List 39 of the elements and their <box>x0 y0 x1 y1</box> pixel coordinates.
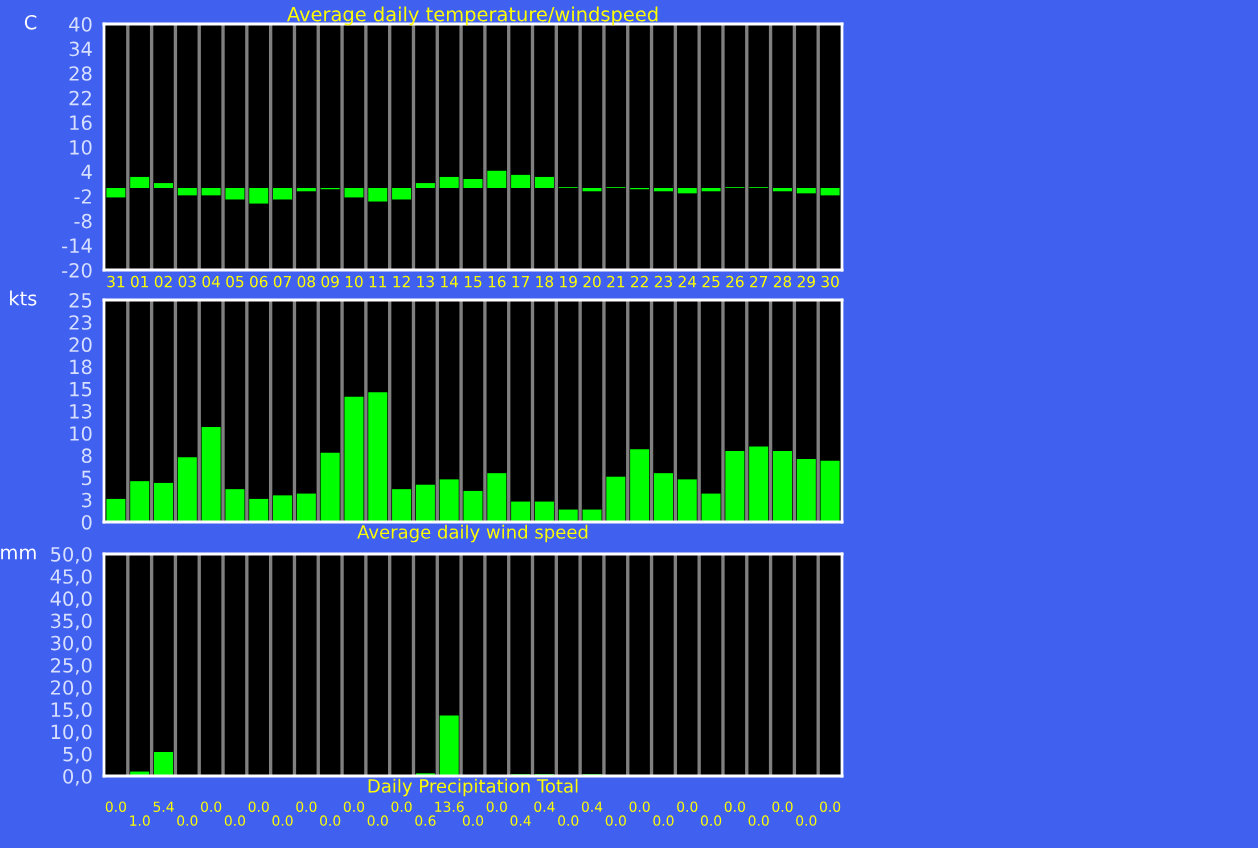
y-tick-label: 15 <box>70 382 92 397</box>
y-tick-label: 50,0 <box>51 546 92 564</box>
y-axis-title: kts <box>10 290 37 306</box>
y-tick-label: 40 <box>69 16 92 32</box>
y-tick-label: 10,0 <box>51 724 92 742</box>
y-tick-label: 30,0 <box>51 635 92 653</box>
y-tick-label: 15,0 <box>51 702 92 720</box>
y-tick-label: 8 <box>81 448 92 464</box>
y-tick-label: 22 <box>69 90 91 106</box>
y-tick-label: 45,0 <box>50 569 92 586</box>
y-tick-label: 4 <box>81 164 92 179</box>
y-tick-label: -2 <box>74 189 91 204</box>
y-tick-label: 23 <box>69 315 92 330</box>
y-tick-label: 20,0 <box>51 680 92 697</box>
y-tick-label: -14 <box>62 238 92 253</box>
y-tick-label: 5,0 <box>63 746 92 764</box>
x-axis-title: Average daily wind speed <box>357 524 588 543</box>
y-tick-label: -20 <box>62 262 92 278</box>
y-axis-title: C <box>24 14 37 30</box>
y-tick-label: 16 <box>70 115 92 131</box>
y-tick-label: 25,0 <box>51 657 92 675</box>
y-tick-label: 10 <box>70 139 92 155</box>
y-tick-label: 0,0 <box>63 768 92 786</box>
y-tick-label: -8 <box>74 213 92 229</box>
y-axis-title: mm <box>1 548 36 560</box>
y-tick-label: 40,0 <box>50 591 92 609</box>
chart-title: Average daily temperature/windspeed <box>287 6 658 26</box>
y-tick-label: 10 <box>70 426 92 441</box>
y-tick-label: 5 <box>82 470 92 486</box>
x-axis-title: Daily Precipitation Total <box>368 778 578 797</box>
y-tick-label: 3 <box>82 492 92 508</box>
y-tick-label: 28 <box>69 66 92 81</box>
y-tick-label: 20 <box>69 337 92 353</box>
y-tick-label: 25 <box>69 292 92 308</box>
y-tick-label: 35,0 <box>51 613 92 631</box>
y-tick-label: 13 <box>70 403 92 419</box>
y-tick-label: 18 <box>70 359 92 375</box>
y-tick-label: 0 <box>81 514 92 530</box>
y-tick-label: 34 <box>69 41 92 57</box>
